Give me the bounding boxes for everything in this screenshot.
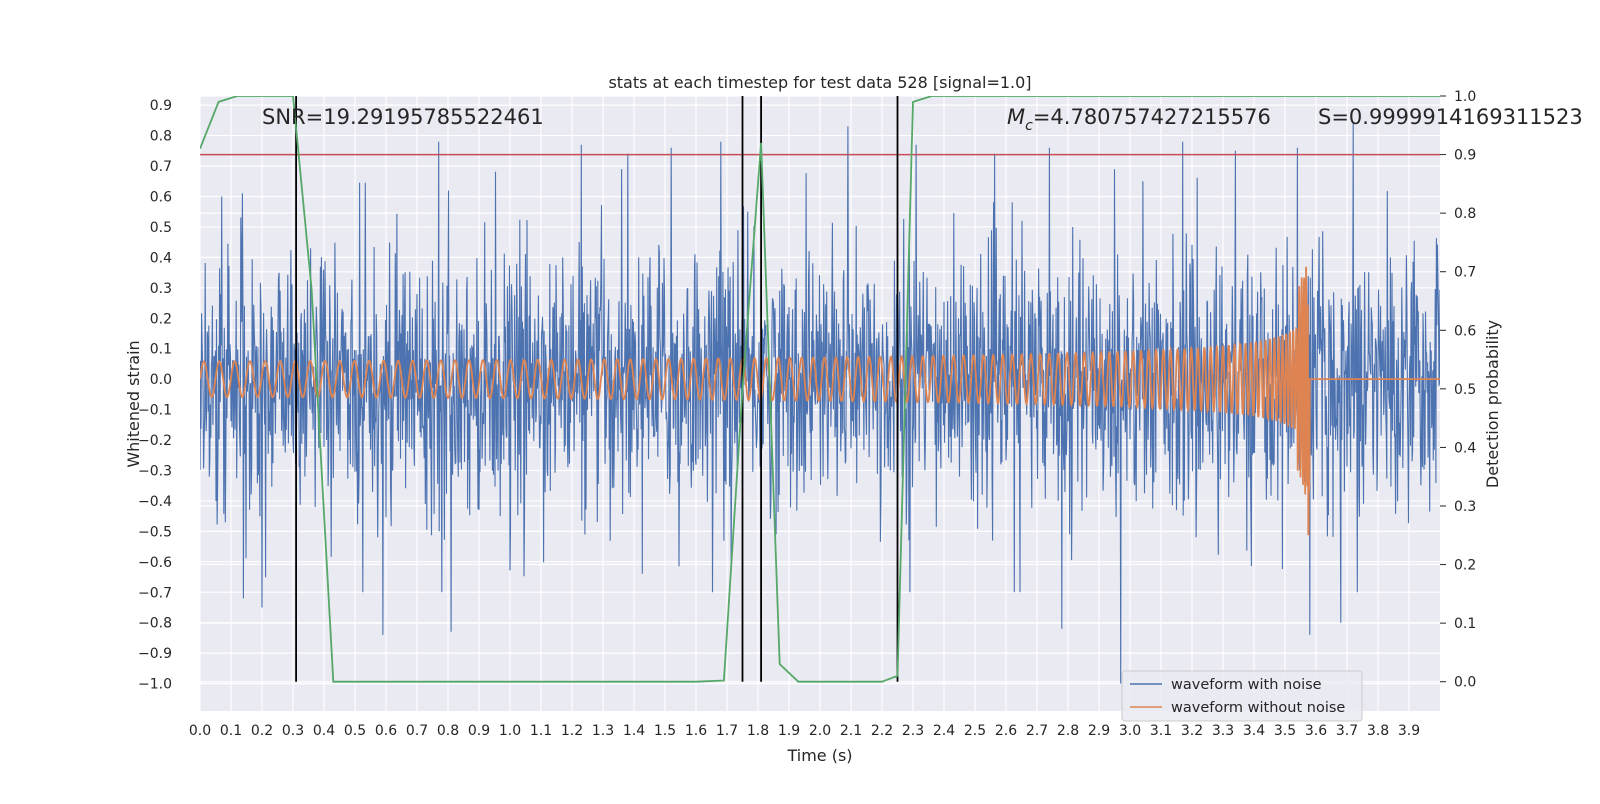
x-tick-label: 2.5 [964, 723, 986, 739]
y2-tick-label: 0.3 [1454, 499, 1476, 515]
noise-line [200, 123, 1440, 684]
x-tick-label: 0.2 [251, 723, 273, 739]
y-tick-label: −0.4 [138, 494, 172, 510]
y-tick-label: 0.5 [150, 220, 172, 236]
y-tick-label: 0.4 [150, 250, 172, 266]
x-ticks: 0.0 0.1 0.2 0.3 0.4 0.5 0.6 0.7 0.8 0.9 1.0 1.1 1.2 1… [189, 723, 1420, 739]
x-tick-label: 3.7 [1336, 723, 1358, 739]
y-tick-label: 0.1 [150, 342, 172, 358]
legend-label-noise: waveform with noise [1171, 677, 1322, 693]
x-tick-label: 0.6 [375, 723, 397, 739]
legend-label-clean: waveform without noise [1171, 700, 1345, 716]
y-tick-label: −0.8 [138, 616, 172, 632]
x-tick-label: 1.8 [747, 723, 769, 739]
mc-symbol: M [1007, 105, 1025, 129]
y2-axis-label: Detection probability [1483, 320, 1502, 488]
x-tick-label: 3.9 [1398, 723, 1420, 739]
x-tick-label: 3.6 [1305, 723, 1327, 739]
x-tick-label: 2.7 [1026, 723, 1048, 739]
series-waveform-with-noise [200, 123, 1440, 684]
x-tick-label: 1.6 [685, 723, 707, 739]
x-tick-label: 0.8 [437, 723, 459, 739]
chart-title: stats at each timestep for test data 528… [608, 73, 1031, 92]
x-tick-label: 0.7 [406, 723, 428, 739]
y2-tick-label: 0.8 [1454, 206, 1476, 222]
y-tick-label: −0.9 [138, 646, 172, 662]
x-tick-label: 3.2 [1181, 723, 1203, 739]
y2-tick-label: 0.2 [1454, 558, 1476, 574]
x-tick-label: 3.0 [1119, 723, 1141, 739]
y-tick-label: −0.1 [138, 403, 172, 419]
y-tick-label: 0.0 [150, 372, 172, 388]
x-tick-label: 0.5 [344, 723, 366, 739]
y-tick-label: −0.3 [138, 463, 172, 479]
y2-tick-label: 0.4 [1454, 440, 1476, 456]
y-tick-label: 0.2 [150, 311, 172, 327]
y-tick-label: 0.3 [150, 281, 172, 297]
y2-tick-label: 0.0 [1454, 675, 1476, 691]
y2-tick-label: 0.1 [1454, 616, 1476, 632]
x-tick-label: 1.0 [499, 723, 521, 739]
x-tick-label: 2.4 [933, 723, 955, 739]
mc-subscript: c [1025, 118, 1033, 134]
mc-annotation: Mc=4.780757427215576 [1007, 105, 1271, 134]
y-tick-label: −0.2 [138, 433, 172, 449]
y-tick-label: 0.9 [150, 98, 172, 114]
x-tick-label: 3.8 [1367, 723, 1389, 739]
x-tick-label: 2.8 [1057, 723, 1079, 739]
x-tick-label: 1.3 [592, 723, 614, 739]
y-tick-label: 0.6 [150, 189, 172, 205]
y-ticks: 0.9 0.8 0.7 0.6 0.5 0.4 0.3 0.2 0.1 0.0 −0.1 −0.2 −0… [138, 98, 172, 692]
legend: waveform with noise waveform without noi… [1121, 670, 1363, 722]
y2-tick-label: 1.0 [1454, 89, 1476, 105]
x-tick-label: 0.9 [468, 723, 490, 739]
x-tick-label: 2.9 [1088, 723, 1110, 739]
y-tick-label: 0.7 [150, 159, 172, 175]
series-detection-probability [200, 96, 1440, 683]
legend-box [1121, 670, 1363, 722]
x-tick-label: 2.0 [809, 723, 831, 739]
x-tick-label: 3.1 [1150, 723, 1172, 739]
y2-ticks: 1.0 0.9 0.8 0.7 0.6 0.5 0.4 0.3 0.2 0.1 0.0 [1440, 89, 1476, 691]
y-tick-label: −0.6 [138, 555, 172, 571]
y-tick-label: 0.8 [150, 129, 172, 145]
x-tick-label: 0.0 [189, 723, 211, 739]
x-tick-label: 2.3 [902, 723, 924, 739]
clean-line [200, 266, 1440, 536]
x-tick-label: 1.2 [561, 723, 583, 739]
x-tick-label: 2.2 [871, 723, 893, 739]
series-waveform-without-noise [200, 266, 1440, 536]
y2-tick-label: 0.5 [1454, 382, 1476, 398]
mc-value: =4.780757427215576 [1033, 105, 1271, 129]
x-tick-label: 0.1 [220, 723, 242, 739]
x-tick-label: 3.5 [1274, 723, 1296, 739]
y-tick-label: −0.7 [138, 585, 172, 601]
y-axis-label: Whitened strain [124, 340, 143, 467]
x-tick-label: 2.6 [995, 723, 1017, 739]
y-tick-label: −1.0 [138, 677, 172, 693]
y2-tick-label: 0.6 [1454, 323, 1476, 339]
x-tick-label: 0.3 [282, 723, 304, 739]
y-tick-label: −0.5 [138, 524, 172, 540]
x-tick-label: 3.4 [1243, 723, 1265, 739]
x-tick-label: 1.4 [623, 723, 645, 739]
y2-tick-label: 0.7 [1454, 265, 1476, 281]
probability-line [200, 96, 1440, 683]
x-tick-label: 1.7 [716, 723, 738, 739]
x-tick-label: 0.4 [313, 723, 335, 739]
x-axis-label: Time (s) [786, 746, 852, 765]
x-tick-label: 2.1 [840, 723, 862, 739]
snr-annotation: SNR=19.29195785522461 [262, 105, 544, 129]
y2-tick-label: 0.9 [1454, 148, 1476, 164]
s-annotation: S=0.9999914169311523 [1318, 105, 1583, 129]
x-tick-label: 1.1 [530, 723, 552, 739]
x-tick-label: 1.9 [778, 723, 800, 739]
x-tick-label: 1.5 [654, 723, 676, 739]
x-tick-label: 3.3 [1212, 723, 1234, 739]
